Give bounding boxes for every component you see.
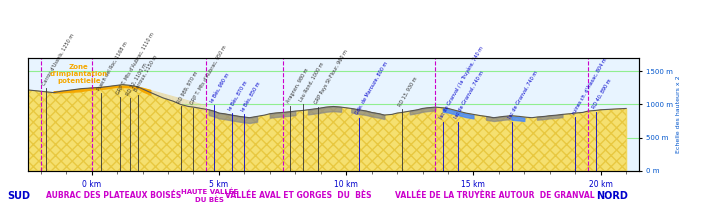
Text: RD 989, 970 m: RD 989, 970 m xyxy=(176,71,199,104)
Text: Lou Rond, 1000 m: Lou Rond, 1000 m xyxy=(298,62,325,103)
Text: GRP Pays St-Flour, 960 m: GRP Pays St-Flour, 960 m xyxy=(314,49,349,105)
Text: Aragnon, 980 m: Aragnon, 980 m xyxy=(286,67,310,104)
Text: RD 13, 930 m: RD 13, 930 m xyxy=(398,76,419,107)
Text: VALLÉE AVAL ET GORGES  DU  BÈS: VALLÉE AVAL ET GORGES DU BÈS xyxy=(225,191,371,200)
Text: lac de Granval, 740 m: lac de Granval, 740 m xyxy=(453,70,485,120)
Text: GRP T. Mts d'Aubrac, 1110 m: GRP T. Mts d'Aubrac, 1110 m xyxy=(115,31,155,95)
Text: le Bès, 850 m: le Bès, 850 m xyxy=(240,81,261,112)
Text: Barroux, 1150 m: Barroux, 1150 m xyxy=(133,54,158,93)
Text: VALLÉE DE LA TRUYÈRE AUTOUR  DE GRANVAL: VALLÉE DE LA TRUYÈRE AUTOUR DE GRANVAL xyxy=(395,191,595,200)
Text: Zone
d'implantation
potentielle: Zone d'implantation potentielle xyxy=(50,64,108,84)
Text: SUD: SUD xyxy=(7,191,30,201)
Text: lac de Granval / la Truyère, 740 m: lac de Granval / la Truyère, 740 m xyxy=(438,45,484,120)
Y-axis label: Echelle des hauteurs x 2: Echelle des hauteurs x 2 xyxy=(676,76,681,153)
Text: NORD: NORD xyxy=(597,191,628,201)
Text: GRP T. Mts d'Aubrac, 950 m: GRP T. Mts d'Aubrac, 950 m xyxy=(189,45,227,106)
Text: RD 40, 890 m: RD 40, 890 m xyxy=(591,78,612,110)
Text: Puech del Roc, 1168 m: Puech del Roc, 1168 m xyxy=(96,41,128,91)
Text: ruines ch. d'Alasac, 804 m: ruines ch. d'Alasac, 804 m xyxy=(571,57,607,115)
Text: HAUTE VALLÉE
DU BÈS: HAUTE VALLÉE DU BÈS xyxy=(181,188,239,203)
Text: AUBRAC DES PLATEAUX BOISÉS: AUBRAC DES PLATEAUX BOISÉS xyxy=(46,191,182,200)
Text: RD 12, 1100 m: RD 12, 1100 m xyxy=(126,62,148,96)
Text: le Bès, 990 m: le Bès, 990 m xyxy=(209,72,230,103)
Text: le Bès, 870 m: le Bès, 870 m xyxy=(227,80,249,111)
Text: Carros d'Ussels, 1250 m: Carros d'Ussels, 1250 m xyxy=(41,32,75,86)
Text: lac de Granval, 740 m: lac de Granval, 740 m xyxy=(508,70,538,120)
Text: Gde. de Marouze, 800 m: Gde. de Marouze, 800 m xyxy=(355,61,389,116)
